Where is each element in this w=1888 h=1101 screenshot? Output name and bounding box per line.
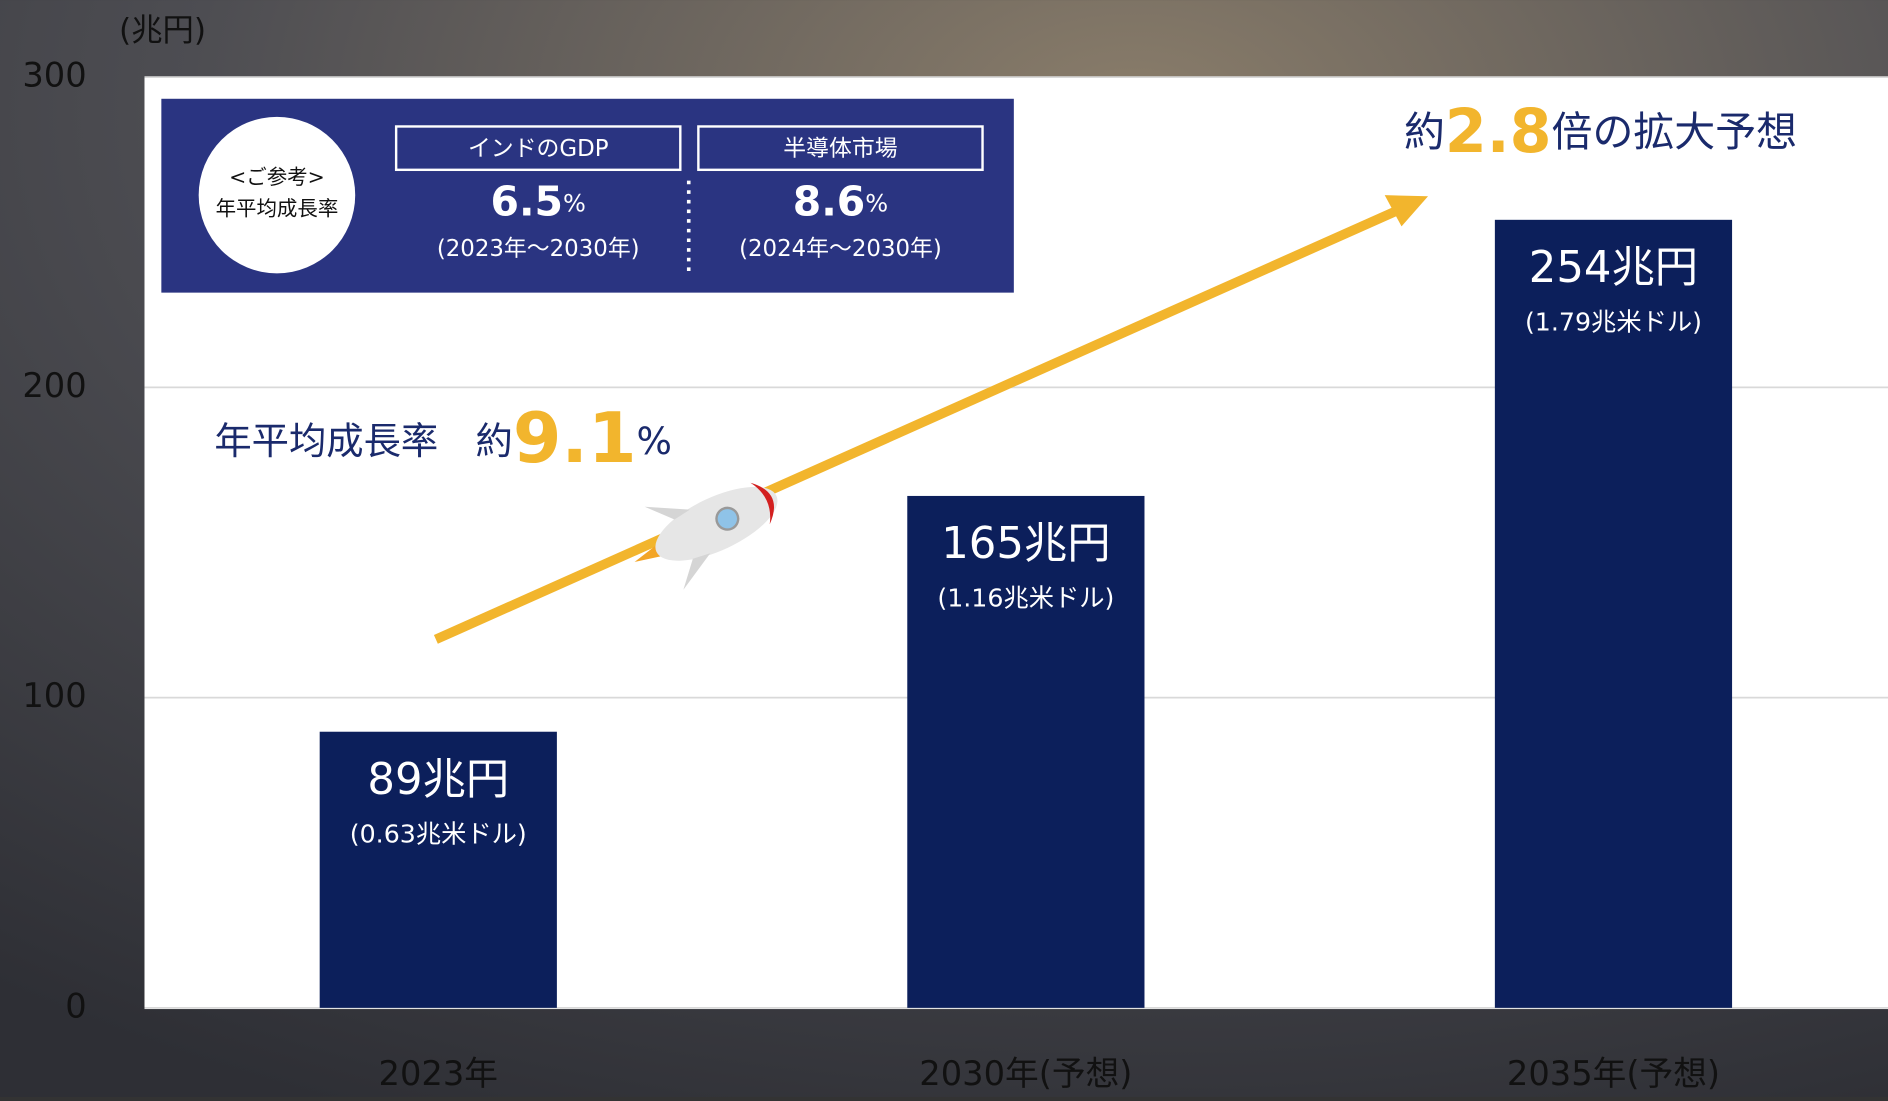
x-tick-label: 2030年(予想): [919, 1054, 1132, 1093]
usd-label: (1.16兆米ドル): [937, 583, 1114, 612]
y-tick-label: 100: [22, 676, 86, 715]
panel-unit: %: [865, 190, 888, 218]
panel-number: 8.6: [793, 178, 865, 226]
y-tick-label: 0: [65, 986, 86, 1025]
bar: [907, 496, 1144, 1008]
y-unit-label: (兆円): [119, 12, 206, 48]
panel-title: インドのGDP: [468, 136, 609, 162]
x-tick-label: 2023年: [379, 1054, 498, 1093]
panel-title: 半導体市場: [783, 136, 897, 162]
y-tick-label: 200: [22, 366, 86, 405]
reference-box: <ご参考> 年平均成長率 インドのGDP 6.5% (2023年～2030年) 半導体…: [161, 99, 1013, 293]
badge-text: 年平均成長率: [216, 197, 339, 221]
growth-number: 2.8: [1445, 96, 1552, 166]
growth-prefix: 約: [1404, 108, 1445, 156]
y-tick-label: 300: [22, 56, 86, 95]
value-label: 89兆円: [367, 755, 509, 805]
value-label: 165兆円: [941, 519, 1110, 569]
value-label: 254兆円: [1529, 243, 1698, 293]
growth-suffix: 倍の拡大予想: [1552, 108, 1798, 156]
chart: (兆円) <ご参考> 年平均成長率 インドのGDP 6.5% (2023年～2030…: [0, 0, 1888, 1097]
cagr-number: 9.1: [513, 398, 637, 479]
cagr-prefix: 年平均成長率 約: [214, 419, 513, 463]
panel-unit: %: [563, 190, 586, 218]
cagr-suffix: %: [637, 419, 672, 463]
usd-label: (1.79兆米ドル): [1525, 307, 1702, 336]
x-tick-label: 2035年(予想): [1507, 1054, 1720, 1093]
usd-label: (0.63兆米ドル): [350, 819, 527, 848]
badge-text: <ご参考>: [229, 165, 325, 189]
bar: [1495, 220, 1732, 1008]
panel-period: (2024年～2030年): [739, 236, 942, 262]
panel-period: (2023年～2030年): [437, 236, 640, 262]
panel-number: 6.5: [491, 178, 564, 226]
